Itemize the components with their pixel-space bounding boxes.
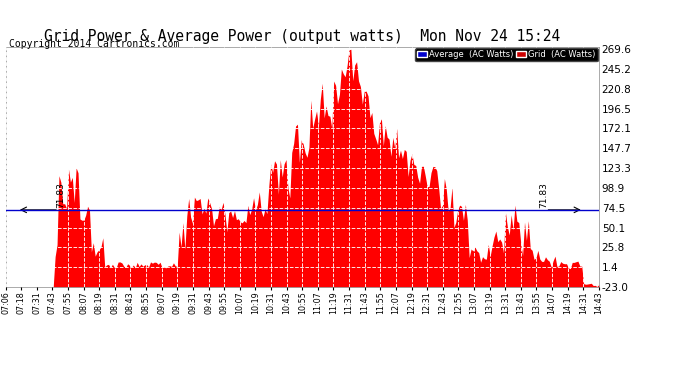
Text: 71.83: 71.83: [57, 182, 66, 208]
Title: Grid Power & Average Power (output watts)  Mon Nov 24 15:24: Grid Power & Average Power (output watts…: [44, 29, 560, 44]
Text: Copyright 2014 Cartronics.com: Copyright 2014 Cartronics.com: [9, 39, 179, 50]
Legend: Average  (AC Watts), Grid  (AC Watts): Average (AC Watts), Grid (AC Watts): [415, 48, 598, 61]
Text: 71.83: 71.83: [539, 182, 548, 208]
